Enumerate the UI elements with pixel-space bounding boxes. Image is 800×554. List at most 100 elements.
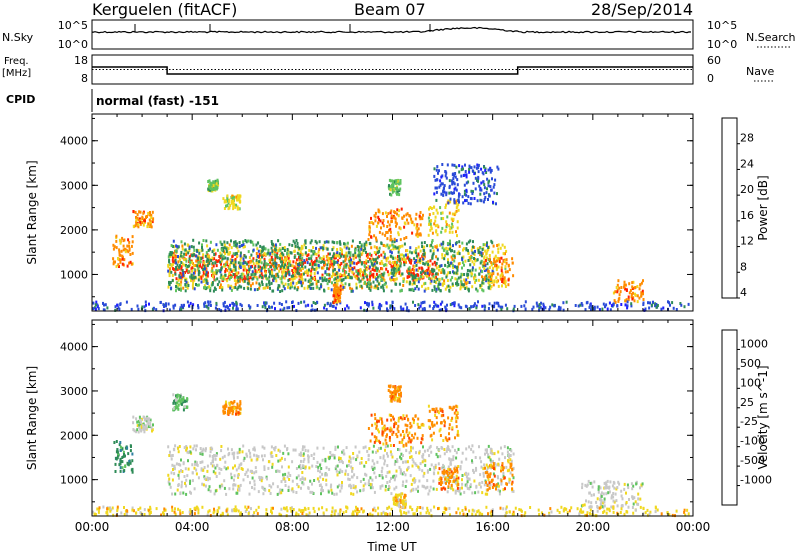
heatmap-cell bbox=[332, 304, 335, 308]
heatmap-cell bbox=[236, 242, 239, 246]
heatmap-cell bbox=[332, 264, 335, 268]
heatmap-cell bbox=[96, 303, 99, 307]
heatmap-cell bbox=[204, 301, 207, 305]
heatmap-cell bbox=[202, 253, 205, 257]
heatmap-cell bbox=[553, 304, 556, 308]
heatmap-cell bbox=[239, 258, 242, 262]
heatmap-cell bbox=[310, 256, 313, 260]
heatmap-cell bbox=[177, 278, 180, 282]
heatmap-cell bbox=[347, 251, 350, 255]
heatmap-cell bbox=[482, 289, 485, 293]
heatmap-cell bbox=[439, 243, 442, 247]
heatmap-cell bbox=[225, 250, 228, 254]
heatmap-cell bbox=[395, 265, 398, 269]
heatmap-cell bbox=[234, 240, 237, 244]
heatmap-cell bbox=[474, 456, 477, 459]
heatmap-cell bbox=[262, 266, 265, 270]
heatmap-cell bbox=[320, 485, 323, 489]
heatmap-cell bbox=[239, 251, 242, 255]
heatmap-cell bbox=[591, 307, 594, 311]
heatmap-cell bbox=[439, 183, 442, 187]
heatmap-cell bbox=[465, 484, 468, 488]
heatmap-cell bbox=[292, 260, 295, 264]
heatmap-cell bbox=[261, 454, 263, 458]
heatmap-cell bbox=[227, 206, 230, 210]
heatmap-cell bbox=[223, 240, 226, 244]
heatmap-cell bbox=[337, 279, 340, 283]
heatmap-cell bbox=[172, 267, 175, 271]
heatmap-cell bbox=[197, 266, 200, 270]
heatmap-cell bbox=[180, 480, 183, 484]
heatmap-cell bbox=[373, 466, 376, 470]
heatmap-cell bbox=[465, 193, 468, 197]
heatmap-cell bbox=[447, 465, 450, 469]
heatmap-cell bbox=[182, 254, 185, 258]
heatmap-cell bbox=[683, 305, 686, 309]
heatmap-cell bbox=[641, 289, 644, 293]
heatmap-cell bbox=[422, 458, 425, 462]
heatmap-cell bbox=[201, 460, 204, 464]
heatmap-cell bbox=[299, 275, 302, 279]
heatmap-cell bbox=[484, 452, 486, 456]
heatmap-cell bbox=[451, 474, 454, 478]
heatmap-cell bbox=[212, 460, 214, 464]
heatmap-cell bbox=[444, 477, 447, 481]
heatmap-cell bbox=[251, 469, 253, 473]
heatmap-cell bbox=[299, 478, 302, 482]
heatmap-cell bbox=[346, 241, 349, 245]
heatmap-cell bbox=[291, 285, 294, 289]
heatmap-cell bbox=[287, 489, 290, 492]
heatmap-cell bbox=[282, 451, 285, 455]
heatmap-cell bbox=[128, 247, 131, 251]
heatmap-cell bbox=[650, 303, 653, 307]
heatmap-cell bbox=[178, 445, 181, 448]
heatmap-cell bbox=[402, 414, 405, 418]
heatmap-cell bbox=[414, 414, 417, 418]
heatmap-cell bbox=[225, 492, 228, 496]
heatmap-cell bbox=[497, 301, 500, 305]
heatmap-cell bbox=[435, 246, 438, 250]
heatmap-cell bbox=[370, 216, 372, 220]
heatmap-cell bbox=[415, 274, 417, 278]
heatmap-cell bbox=[334, 292, 337, 296]
heatmap-cell bbox=[260, 249, 262, 253]
heatmap-cell bbox=[196, 283, 199, 287]
heatmap-cell bbox=[400, 289, 403, 293]
heatmap-cell bbox=[371, 273, 373, 277]
heatmap-cell bbox=[406, 460, 409, 464]
heatmap-cell bbox=[235, 251, 238, 255]
heatmap-cell bbox=[283, 287, 286, 291]
nsearch-tick-top: 10^5 bbox=[707, 19, 737, 32]
heatmap-cell bbox=[460, 174, 463, 178]
heatmap-cell bbox=[443, 184, 446, 188]
heatmap-cell bbox=[428, 446, 431, 450]
heatmap-region bbox=[387, 178, 402, 197]
heatmap-cell bbox=[396, 192, 398, 196]
heatmap-cell bbox=[501, 243, 504, 247]
heatmap-cell bbox=[433, 300, 436, 304]
heatmap-cell bbox=[226, 268, 229, 272]
heatmap-cell bbox=[423, 289, 426, 293]
heatmap-cell bbox=[336, 290, 339, 294]
heatmap-cell bbox=[406, 275, 409, 279]
heatmap-cell bbox=[119, 303, 122, 306]
heatmap-cell bbox=[405, 443, 408, 447]
heatmap-cell bbox=[511, 261, 514, 265]
heatmap-cell bbox=[433, 192, 436, 196]
heatmap-cell bbox=[437, 282, 440, 286]
heatmap-cell bbox=[498, 489, 501, 493]
heatmap-cell bbox=[443, 424, 446, 428]
heatmap-cell bbox=[467, 201, 470, 205]
heatmap-cell bbox=[395, 224, 397, 228]
heatmap-cell bbox=[231, 254, 234, 258]
heatmap-cell bbox=[402, 430, 404, 433]
heatmap-cell bbox=[295, 275, 298, 279]
heatmap-cell bbox=[217, 269, 220, 273]
heatmap-cell bbox=[352, 272, 355, 276]
heatmap-cell bbox=[407, 465, 410, 469]
heatmap-cell bbox=[297, 286, 300, 290]
heatmap-cell bbox=[376, 251, 379, 255]
heatmap-cell bbox=[283, 256, 286, 260]
colorbar-tick-label: 24 bbox=[740, 157, 754, 170]
heatmap-cell bbox=[209, 247, 211, 251]
